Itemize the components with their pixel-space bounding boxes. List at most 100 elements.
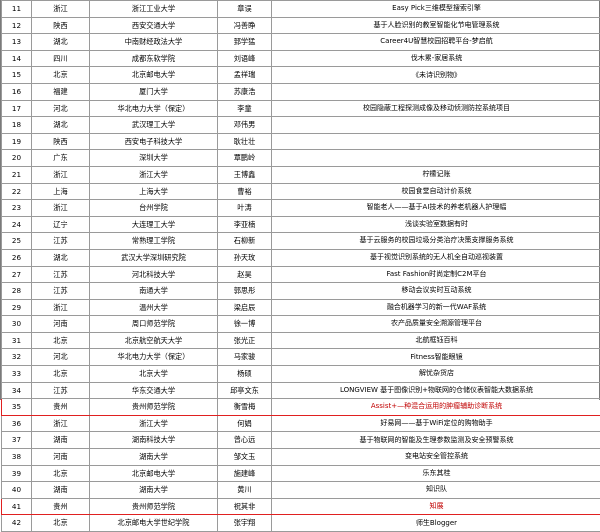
cell-province[interactable]: 四川	[32, 50, 90, 67]
cell-id[interactable]: 13	[2, 34, 32, 51]
cell-id[interactable]: 19	[2, 133, 32, 150]
cell-name[interactable]: 李亚楠	[218, 216, 272, 233]
cell-province[interactable]: 北京	[32, 332, 90, 349]
cell-province[interactable]: 贵州	[32, 399, 90, 416]
cell-project[interactable]: 基于视觉识别系统的无人机全自动巡视装置	[272, 249, 600, 266]
cell-name[interactable]: 孙天玫	[218, 249, 272, 266]
cell-university[interactable]: 上海大学	[90, 183, 218, 200]
cell-university[interactable]: 大连理工大学	[90, 216, 218, 233]
cell-university[interactable]: 成都东软学院	[90, 50, 218, 67]
cell-id[interactable]: 15	[2, 67, 32, 84]
cell-university[interactable]: 浙江大学	[90, 415, 218, 432]
cell-university[interactable]: 西安交通大学	[90, 17, 218, 34]
cell-name[interactable]: 梁启辰	[218, 299, 272, 316]
cell-name[interactable]: 李童	[218, 100, 272, 117]
cell-id[interactable]: 17	[2, 100, 32, 117]
cell-project[interactable]: Career4U智慧校园招聘平台-梦启航	[272, 34, 600, 51]
cell-university[interactable]: 华北电力大学（保定）	[90, 349, 218, 366]
cell-project[interactable]: 智能老人——基于AI技术的养老机器人护理幅	[272, 200, 600, 217]
cell-id[interactable]: 32	[2, 349, 32, 366]
cell-project[interactable]: 校园食堂自动计价系统	[272, 183, 600, 200]
cell-name[interactable]: 叶涛	[218, 200, 272, 217]
cell-id[interactable]: 24	[2, 216, 32, 233]
cell-university[interactable]: 湖南大学	[90, 449, 218, 466]
cell-project[interactable]: 解忧杂货店	[272, 366, 600, 383]
cell-name[interactable]: 张光正	[218, 332, 272, 349]
cell-id[interactable]: 28	[2, 283, 32, 300]
cell-province[interactable]: 浙江	[32, 166, 90, 183]
cell-id[interactable]: 30	[2, 316, 32, 333]
cell-province[interactable]: 湖南	[32, 432, 90, 449]
cell-project[interactable]: 浅谈实验室数据有时	[272, 216, 600, 233]
cell-university[interactable]: 常熟理工学院	[90, 233, 218, 250]
cell-id[interactable]: 16	[2, 83, 32, 100]
cell-university[interactable]: 中南财经政法大学	[90, 34, 218, 51]
cell-id[interactable]: 21	[2, 166, 32, 183]
cell-id[interactable]: 23	[2, 200, 32, 217]
cell-project[interactable]: 知展	[272, 498, 600, 515]
cell-province[interactable]: 浙江	[32, 1, 90, 18]
cell-university[interactable]: 温州大学	[90, 299, 218, 316]
cell-name[interactable]: 石柳新	[218, 233, 272, 250]
cell-province[interactable]: 湖北	[32, 117, 90, 134]
cell-university[interactable]: 贵州师范学院	[90, 399, 218, 416]
cell-name[interactable]: 邱亭文东	[218, 382, 272, 399]
cell-university[interactable]: 武汉理工大学	[90, 117, 218, 134]
cell-id[interactable]: 20	[2, 150, 32, 167]
cell-project[interactable]: Assist+—种混合运用的肿瘤辅助诊断系统	[272, 399, 600, 416]
cell-university[interactable]: 北京邮电大学	[90, 465, 218, 482]
cell-project[interactable]: 《未诗识别物》	[272, 67, 600, 84]
cell-university[interactable]: 湖南科技大学	[90, 432, 218, 449]
cell-university[interactable]: 华北电力大学（保定）	[90, 100, 218, 117]
cell-province[interactable]: 北京	[32, 465, 90, 482]
cell-project[interactable]	[272, 83, 600, 100]
cell-province[interactable]: 北京	[32, 515, 90, 532]
cell-id[interactable]: 40	[2, 482, 32, 499]
cell-university[interactable]: 浙江大学	[90, 166, 218, 183]
cell-project[interactable]: LONGVIEW 基于图像识别+物联网的仓储仪表智能大数据系统	[272, 382, 600, 399]
cell-id[interactable]: 12	[2, 17, 32, 34]
cell-name[interactable]: 杨硕	[218, 366, 272, 383]
cell-name[interactable]: 黄川	[218, 482, 272, 499]
cell-id[interactable]: 36	[2, 415, 32, 432]
cell-province[interactable]: 浙江	[32, 415, 90, 432]
cell-province[interactable]: 湖南	[32, 482, 90, 499]
cell-university[interactable]: 河北科技大学	[90, 266, 218, 283]
cell-name[interactable]: 郅学猛	[218, 34, 272, 51]
cell-province[interactable]: 广东	[32, 150, 90, 167]
cell-id[interactable]: 14	[2, 50, 32, 67]
cell-university[interactable]: 周口师范学院	[90, 316, 218, 333]
cell-name[interactable]: 赵昊	[218, 266, 272, 283]
cell-province[interactable]: 陕西	[32, 17, 90, 34]
cell-id[interactable]: 35	[2, 399, 32, 416]
cell-province[interactable]: 江苏	[32, 233, 90, 250]
cell-id[interactable]: 11	[2, 1, 32, 18]
cell-name[interactable]: 章误	[218, 1, 272, 18]
cell-province[interactable]: 江苏	[32, 382, 90, 399]
cell-project[interactable]: 柠檬记账	[272, 166, 600, 183]
cell-id[interactable]: 33	[2, 366, 32, 383]
cell-university[interactable]: 浙江工业大学	[90, 1, 218, 18]
cell-university[interactable]: 北京大学	[90, 366, 218, 383]
